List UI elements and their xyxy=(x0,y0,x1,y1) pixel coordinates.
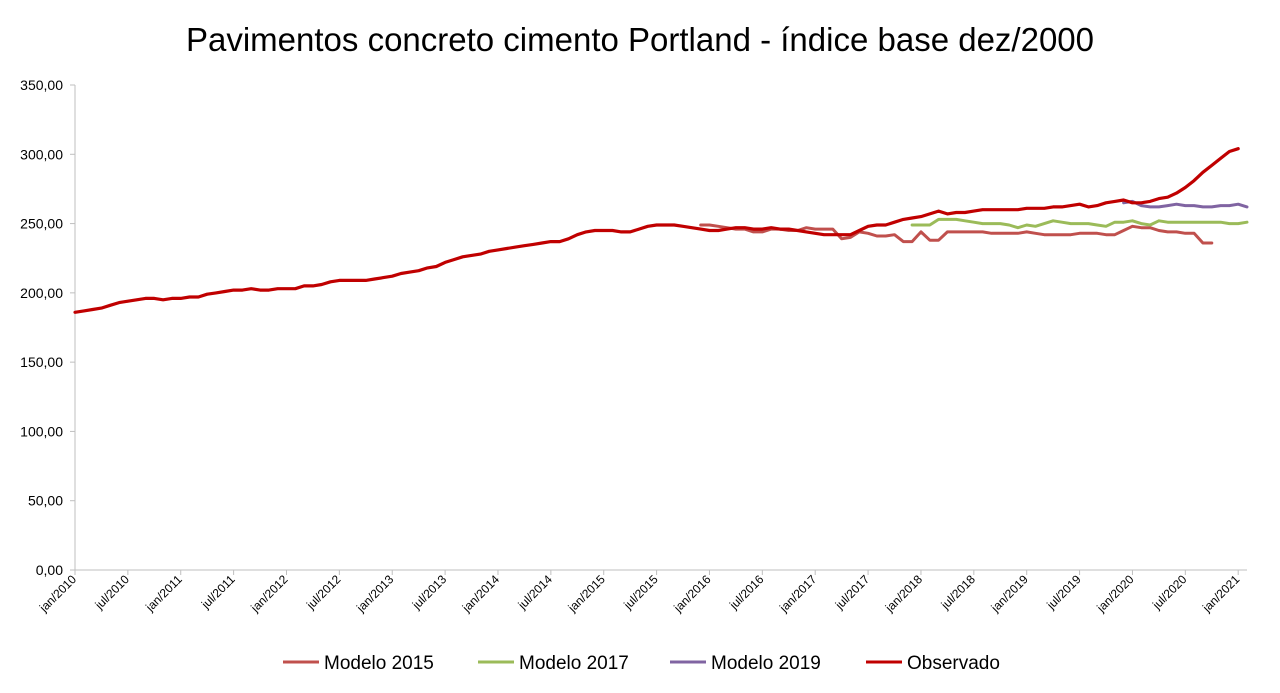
x-tick-label: jul/2018 xyxy=(938,572,979,613)
x-tick-label: jan/2010 xyxy=(36,572,79,615)
x-tick-label: jan/2019 xyxy=(988,572,1031,615)
y-tick-label: 300,00 xyxy=(20,146,63,162)
series-line-2 xyxy=(910,217,1249,230)
x-tick-label: jan/2021 xyxy=(1199,572,1242,615)
y-tick-label: 150,00 xyxy=(20,354,63,370)
x-tick-label: jul/2015 xyxy=(620,572,661,613)
y-tick-label: 50,00 xyxy=(28,493,63,509)
x-tick-label: jul/2014 xyxy=(515,572,556,613)
y-tick-label: 250,00 xyxy=(20,216,63,232)
legend-label: Modelo 2019 xyxy=(711,653,821,674)
x-tick-label: jan/2012 xyxy=(247,572,290,615)
x-tick-label: jul/2012 xyxy=(303,572,344,613)
y-tick-label: 350,00 xyxy=(20,77,63,93)
x-tick-label: jan/2016 xyxy=(670,572,713,615)
x-tick-label: jan/2020 xyxy=(1093,572,1136,615)
legend-item-1: Modelo 2015 xyxy=(283,653,434,674)
legend-label: Modelo 2015 xyxy=(324,653,434,674)
y-tick-label: 200,00 xyxy=(20,285,63,301)
legend-item-2: Modelo 2017 xyxy=(478,653,629,674)
axes: 0,00 50,00 100,00 150,00 200,00 250,00 300,00 3… xyxy=(20,77,1247,615)
x-tick-label: jul/2011 xyxy=(198,572,238,612)
y-tick-label: 100,00 xyxy=(20,423,63,439)
x-tick-label: jan/2013 xyxy=(353,572,396,615)
x-tick-label: jan/2015 xyxy=(565,572,608,615)
legend-item-3: Modelo 2019 xyxy=(670,653,821,674)
x-tick-label: jul/2017 xyxy=(832,572,873,613)
y-tick-label: 0,00 xyxy=(36,562,63,578)
series-line-3 xyxy=(1122,199,1249,209)
x-tick-label: jul/2019 xyxy=(1043,572,1084,613)
x-tick-label: jan/2017 xyxy=(776,572,819,615)
legend-label: Modelo 2017 xyxy=(519,653,629,674)
chart-title: Pavimentos concreto cimento Portland - í… xyxy=(186,21,1094,58)
x-tick-label: jul/2020 xyxy=(1149,572,1190,613)
x-tick-label: jan/2014 xyxy=(459,572,502,615)
x-tick-label: jan/2011 xyxy=(142,572,185,615)
x-tick-label: jul/2016 xyxy=(726,572,767,613)
x-tick-label: jul/2013 xyxy=(409,572,450,613)
legend-label: Observado xyxy=(907,653,1000,674)
series-line-4 xyxy=(73,147,1240,314)
legend: Modelo 2015 Modelo 2017 Modelo 2019 Observa… xyxy=(283,653,1000,674)
legend-item-4: Observado xyxy=(866,653,1000,674)
plot-area xyxy=(73,147,1249,314)
x-tick-label: jan/2018 xyxy=(882,572,925,615)
x-tick-label: jul/2010 xyxy=(92,572,133,613)
